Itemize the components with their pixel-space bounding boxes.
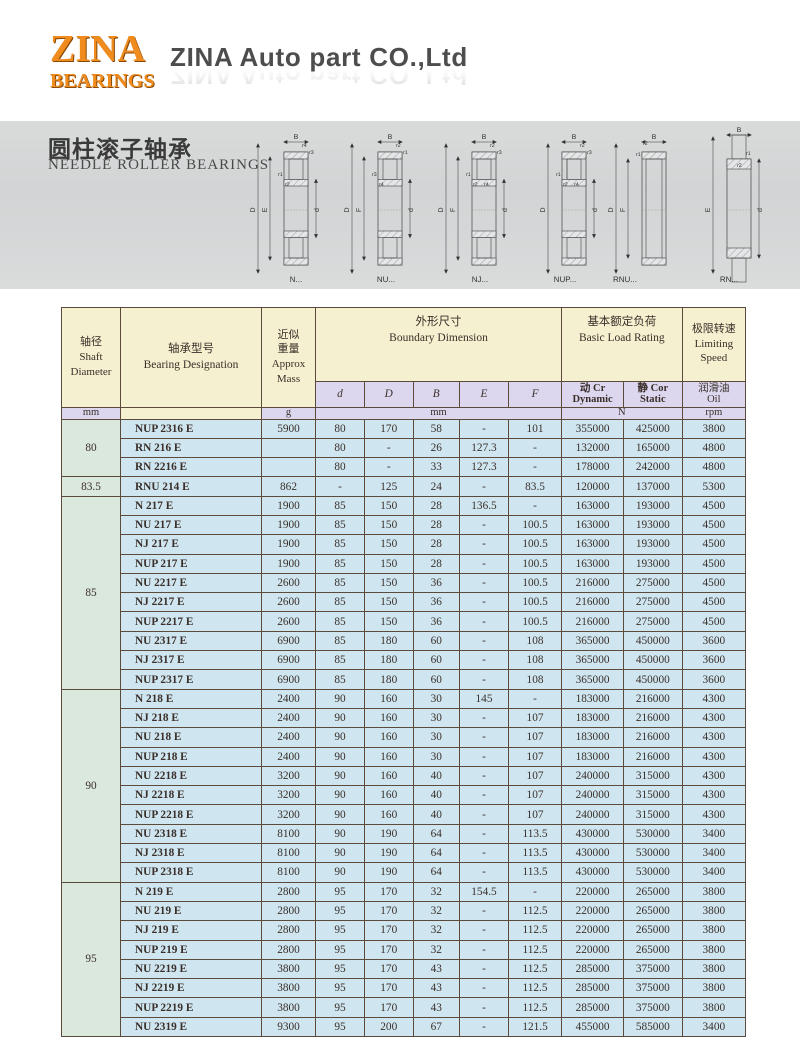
svg-text:r2: r2 bbox=[285, 182, 290, 188]
svg-text:d: d bbox=[756, 208, 764, 212]
svg-text:d: d bbox=[407, 208, 415, 212]
svg-text:r2: r2 bbox=[643, 141, 648, 147]
svg-text:r1: r1 bbox=[403, 150, 408, 156]
svg-text:B: B bbox=[482, 134, 487, 141]
svg-text:RNU...: RNU... bbox=[613, 275, 637, 284]
svg-text:N...: N... bbox=[290, 275, 302, 284]
svg-text:D: D bbox=[438, 207, 445, 212]
svg-text:r2: r2 bbox=[737, 163, 742, 169]
svg-text:D: D bbox=[250, 207, 257, 212]
svg-text:D: D bbox=[540, 207, 547, 212]
svg-text:r1: r1 bbox=[636, 152, 641, 158]
svg-text:F: F bbox=[620, 208, 627, 212]
svg-text:r4: r4 bbox=[302, 143, 307, 149]
svg-text:B: B bbox=[294, 134, 299, 141]
svg-text:F: F bbox=[356, 208, 363, 212]
svg-text:r1: r1 bbox=[746, 151, 751, 157]
svg-text:d: d bbox=[591, 208, 599, 212]
svg-text:r3: r3 bbox=[309, 150, 314, 156]
svg-text:r1: r1 bbox=[556, 172, 561, 178]
svg-text:r1: r1 bbox=[278, 172, 283, 178]
svg-text:NU...: NU... bbox=[377, 275, 395, 284]
svg-text:r4: r4 bbox=[484, 182, 489, 188]
svg-text:d: d bbox=[313, 208, 321, 212]
svg-text:d: d bbox=[501, 208, 509, 212]
svg-text:r2: r2 bbox=[563, 182, 568, 188]
svg-text:r4: r4 bbox=[574, 182, 579, 188]
svg-text:r3: r3 bbox=[497, 150, 502, 156]
svg-text:B: B bbox=[652, 134, 657, 141]
svg-text:D: D bbox=[608, 207, 615, 212]
svg-text:E: E bbox=[262, 207, 269, 212]
svg-text:r1: r1 bbox=[466, 172, 471, 178]
svg-text:B: B bbox=[737, 127, 742, 134]
svg-text:r2: r2 bbox=[490, 143, 495, 149]
svg-text:r2: r2 bbox=[473, 182, 478, 188]
svg-text:NUP...: NUP... bbox=[554, 275, 577, 284]
svg-text:r4: r4 bbox=[379, 182, 384, 188]
svg-text:r2: r2 bbox=[580, 143, 585, 149]
svg-text:r3: r3 bbox=[587, 150, 592, 156]
svg-text:RN...: RN... bbox=[720, 275, 738, 284]
svg-text:r2: r2 bbox=[396, 143, 401, 149]
svg-text:D: D bbox=[344, 207, 351, 212]
svg-text:B: B bbox=[572, 134, 577, 141]
svg-text:r3: r3 bbox=[372, 172, 377, 178]
svg-text:B: B bbox=[388, 134, 393, 141]
svg-text:E: E bbox=[705, 207, 712, 212]
svg-text:F: F bbox=[450, 208, 457, 212]
svg-text:NJ...: NJ... bbox=[472, 275, 488, 284]
